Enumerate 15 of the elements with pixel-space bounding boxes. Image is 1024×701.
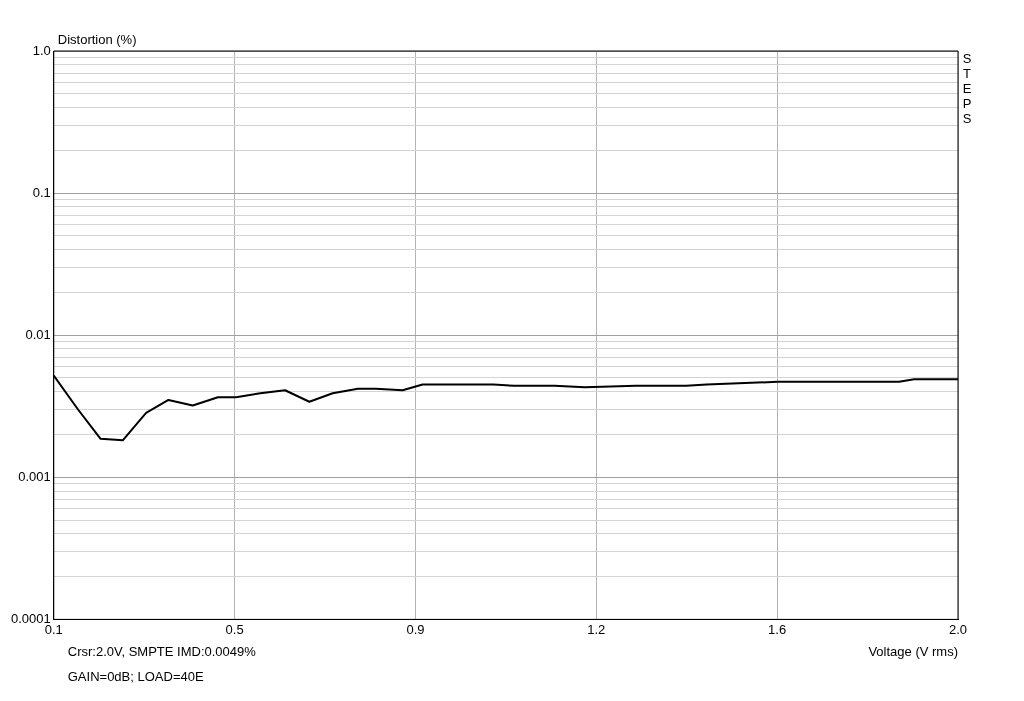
x-tick-label: 0.5 xyxy=(225,621,244,637)
text: GAIN=0dB; LOAD=40E xyxy=(67,669,204,685)
x-tick-label: 1.2 xyxy=(587,621,606,637)
y-tick-label: 0.001 xyxy=(18,468,51,484)
y-tick-label: 0.01 xyxy=(25,326,51,342)
y-tick-label: 1.0 xyxy=(32,42,51,58)
y-tick-label: 0.1 xyxy=(32,184,51,200)
x-tick-label: 2.0 xyxy=(948,621,968,637)
text: Crsr:2.0V, SMPTE IMD:0.0049% xyxy=(67,644,257,660)
x-tick-label: 1.6 xyxy=(768,621,787,637)
y-axis-title: Distortion (%) xyxy=(57,32,137,48)
text: STEPS xyxy=(962,51,972,127)
x-tick-label: 0.9 xyxy=(406,621,425,637)
x-axis-title: Voltage (V rms) xyxy=(868,644,958,660)
y-tick-label: 0.0001 xyxy=(11,610,51,626)
